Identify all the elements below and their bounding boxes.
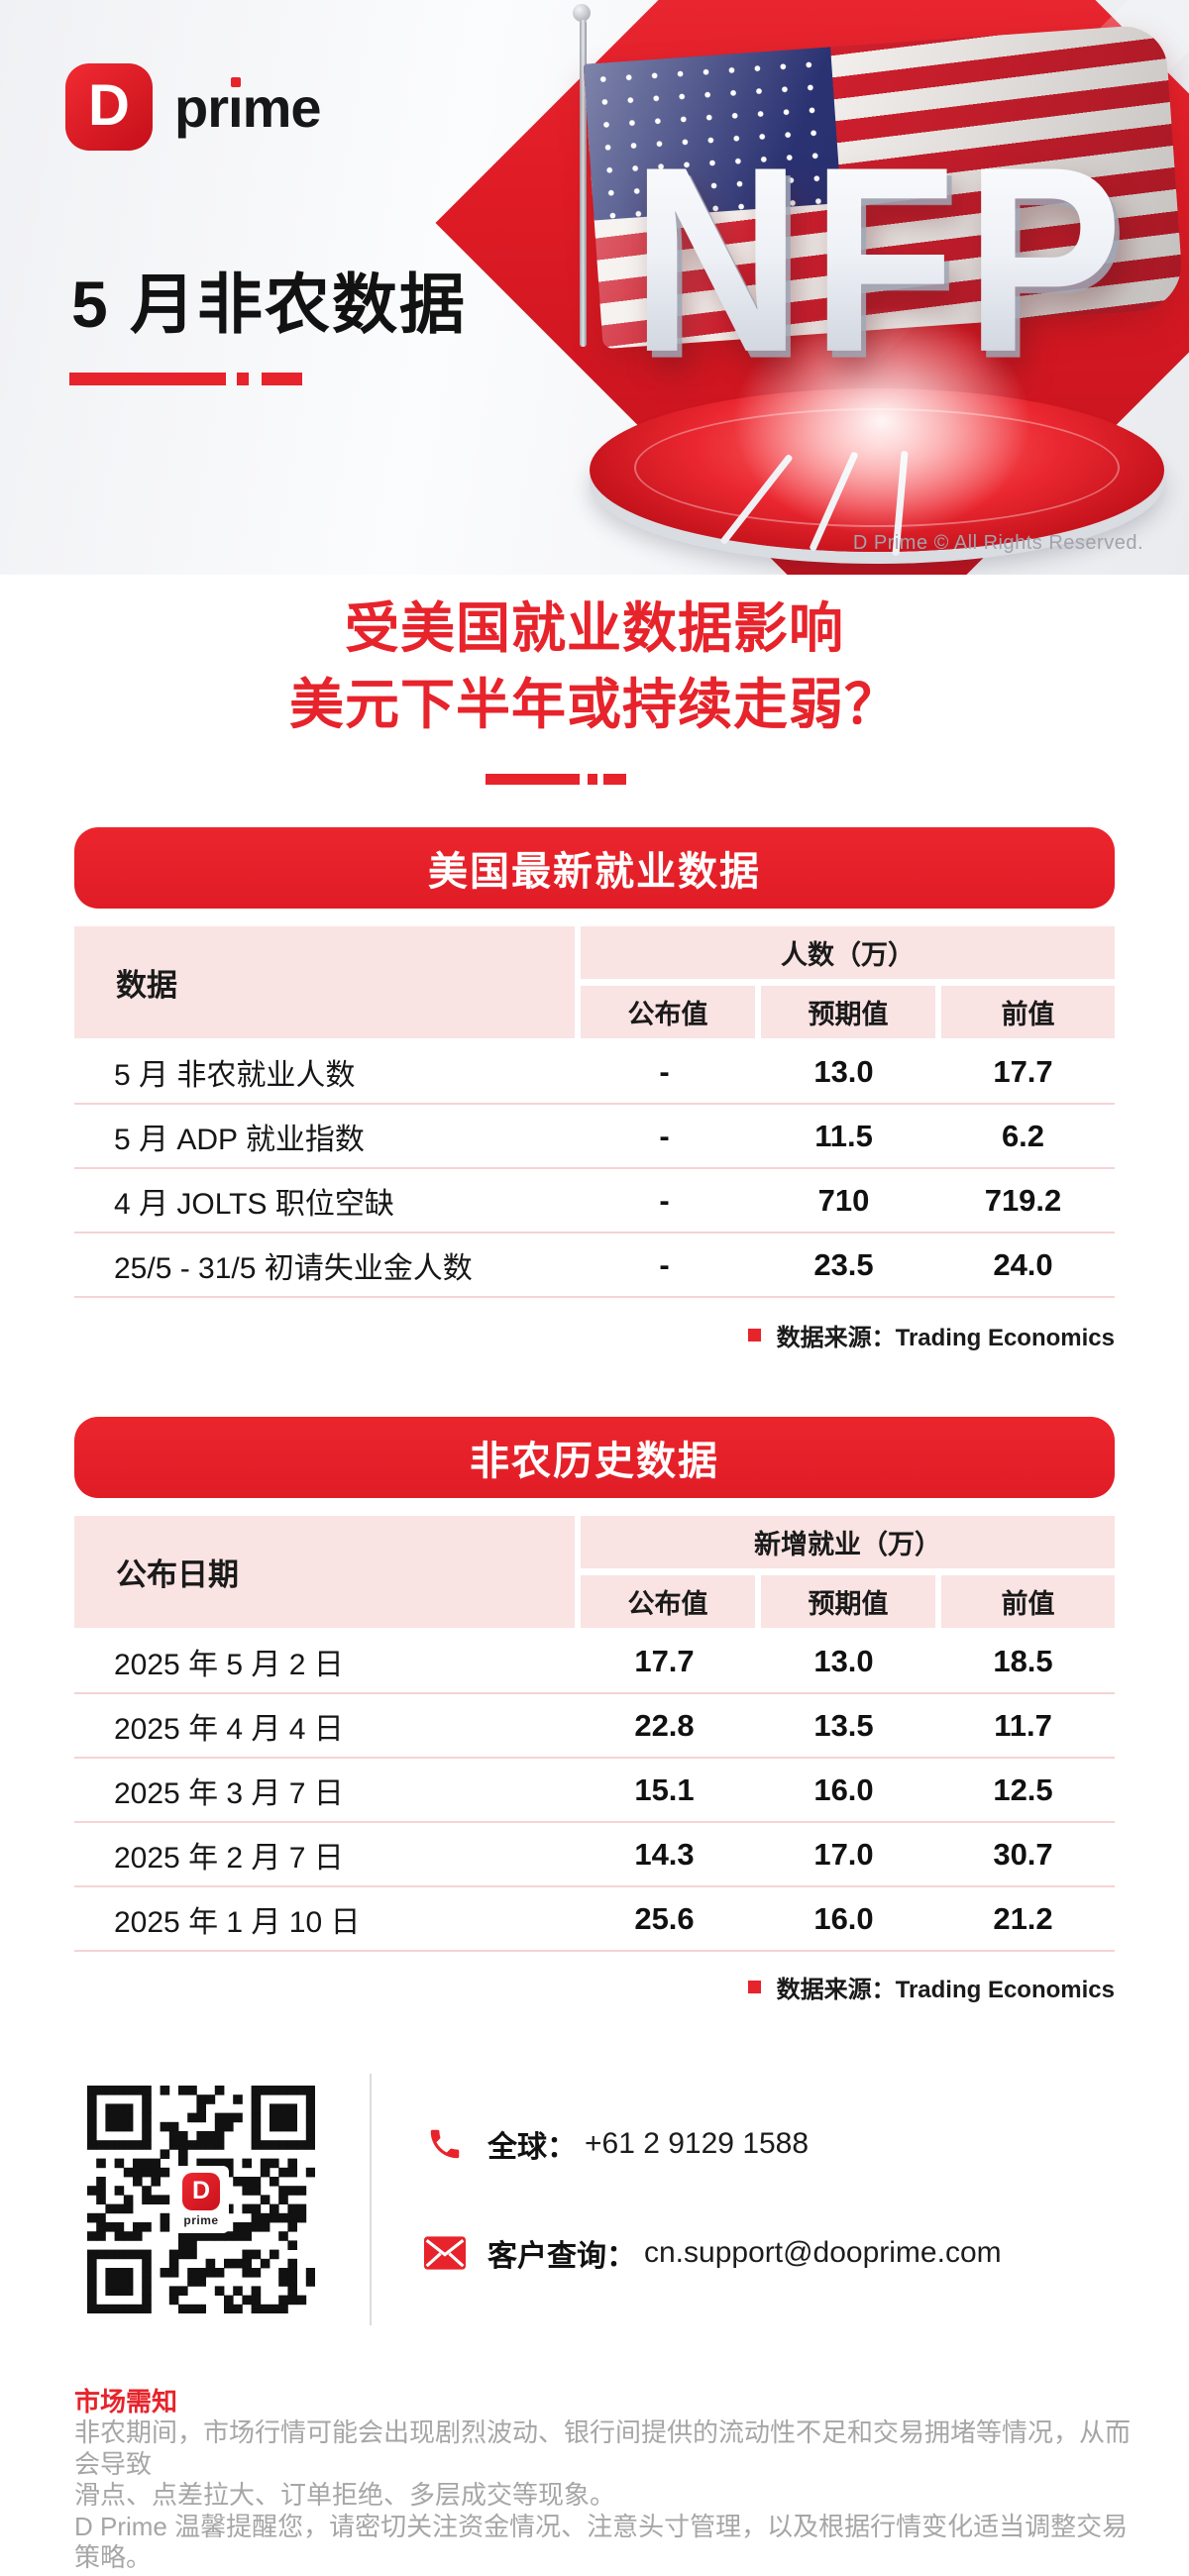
- table1-body: 5 月 非农就业人数 - 13.0 17.7 5 月 ADP 就业指数 - 11…: [74, 1040, 1115, 1298]
- table1-row-header: 数据: [74, 926, 575, 1038]
- table1-col-previous: 前值: [941, 986, 1115, 1038]
- dprime-logo-mark-icon: D: [182, 2172, 220, 2210]
- table-row: 2025 年 5 月 2 日 17.7 13.0 18.5: [74, 1630, 1115, 1694]
- table-row: 2025 年 2 月 7 日 14.3 17.0 30.7: [74, 1823, 1115, 1887]
- headline-line2: 美元下半年或持续走弱？: [288, 674, 900, 735]
- logo-mark-letter: D: [88, 73, 130, 138]
- market-notice-text: 非农期间，市场行情可能会出现剧烈波动、银行间提供的流动性不足和交易拥堵等情况，从…: [74, 2417, 1135, 2574]
- table2-header: 公布日期 新增就业（万） 公布值 预期值 前值: [74, 1516, 1115, 1628]
- section-header-latest-us-jobs-data: 美国最新就业数据: [74, 827, 1115, 909]
- table2-col-previous: 前值: [941, 1575, 1115, 1628]
- table-row: 5 月 ADP 就业指数 - 11.5 6.2: [74, 1105, 1115, 1169]
- phone-contact: 全球： +61 2 9129 1588: [424, 2122, 809, 2166]
- table-row: 2025 年 3 月 7 日 15.1 16.0 12.5: [74, 1759, 1115, 1823]
- table1-group-header: 人数（万）: [581, 926, 1115, 979]
- envelope-icon: [424, 2232, 466, 2274]
- table2-body: 2025 年 5 月 2 日 17.7 13.0 18.5 2025 年 4 月…: [74, 1630, 1115, 1952]
- email-address: cn.support@dooprime.com: [644, 2236, 1002, 2269]
- headline: 受美国就业数据影响 美元下半年或持续走弱？: [0, 590, 1189, 743]
- data-source-note: 数据来源：Trading Economics: [747, 1318, 1115, 1352]
- data-source-note: 数据来源：Trading Economics: [747, 1970, 1115, 2004]
- title-underline-decoration: [69, 373, 302, 385]
- table-row: 2025 年 4 月 4 日 22.8 13.5 11.7: [74, 1694, 1115, 1759]
- table2-col-actual: 公布值: [581, 1575, 755, 1628]
- table2-group-header: 新增就业（万）: [581, 1516, 1115, 1568]
- table2-col-forecast: 预期值: [761, 1575, 935, 1628]
- headline-underline-decoration: [486, 774, 626, 785]
- table-row: 5 月 非农就业人数 - 13.0 17.7: [74, 1040, 1115, 1105]
- poster-title: 5 月非农数据: [71, 268, 468, 341]
- dprime-wordmark: prime: [183, 2212, 219, 2227]
- dprime-logo-mark-icon: D: [65, 63, 153, 151]
- copyright-text: D Prime © All Rights Reserved.: [852, 532, 1143, 554]
- table1-header: 数据 人数（万） 公布值 预期值 前值: [74, 926, 1115, 1038]
- table-row: 25/5 - 31/5 初请失业金人数 - 23.5 24.0: [74, 1234, 1115, 1298]
- notice-line: D Prime 温馨提醒您，请密切关注资金情况、注意头寸管理，以及根据行情变化适…: [74, 2511, 1129, 2573]
- qr-center-logo: D prime: [173, 2166, 229, 2233]
- hero-banner: NFP D prıme 5 月非农数据 D Prime © All Rights…: [0, 0, 1189, 575]
- phone-number: +61 2 9129 1588: [585, 2127, 810, 2160]
- email-label: 客户查询：: [487, 2240, 636, 2273]
- table-row: 2025 年 1 月 10 日 25.6 16.0 21.2: [74, 1887, 1115, 1952]
- dprime-logo: D prıme: [65, 63, 321, 151]
- table1-col-actual: 公布值: [581, 986, 755, 1038]
- table1-col-forecast: 预期值: [761, 986, 935, 1038]
- section-header-nfp-history: 非农历史数据: [74, 1417, 1115, 1498]
- market-notice-title: 市场需知: [74, 2387, 178, 2416]
- phone-label: 全球：: [487, 2131, 577, 2164]
- qr-code: [87, 2086, 315, 2313]
- notice-line: 非农期间，市场行情可能会出现剧烈波动、银行间提供的流动性不足和交易拥堵等情况，从…: [74, 2417, 1132, 2479]
- source-bullet-icon: [747, 1329, 761, 1342]
- contact-divider: [370, 2074, 372, 2325]
- flagpole: [580, 20, 587, 347]
- table-row: 4 月 JOLTS 职位空缺 - 710 719.2: [74, 1169, 1115, 1234]
- email-contact: 客户查询： cn.support@dooprime.com: [424, 2231, 1002, 2275]
- dprime-wordmark: prıme: [174, 75, 321, 139]
- flagpole-finial: [573, 4, 591, 22]
- nfp-hero-graphic: NFP: [0, 0, 1189, 575]
- notice-line: 滑点、点差拉大、订单拒绝、多层成交等现象。: [74, 2480, 616, 2510]
- phone-icon: [424, 2123, 466, 2165]
- source-bullet-icon: [747, 1981, 761, 1993]
- table2-row-header: 公布日期: [74, 1516, 575, 1628]
- light-glow: [733, 307, 1030, 535]
- headline-line1: 受美国就业数据影响: [344, 597, 844, 659]
- nfp-3d-text: NFP: [585, 77, 1179, 444]
